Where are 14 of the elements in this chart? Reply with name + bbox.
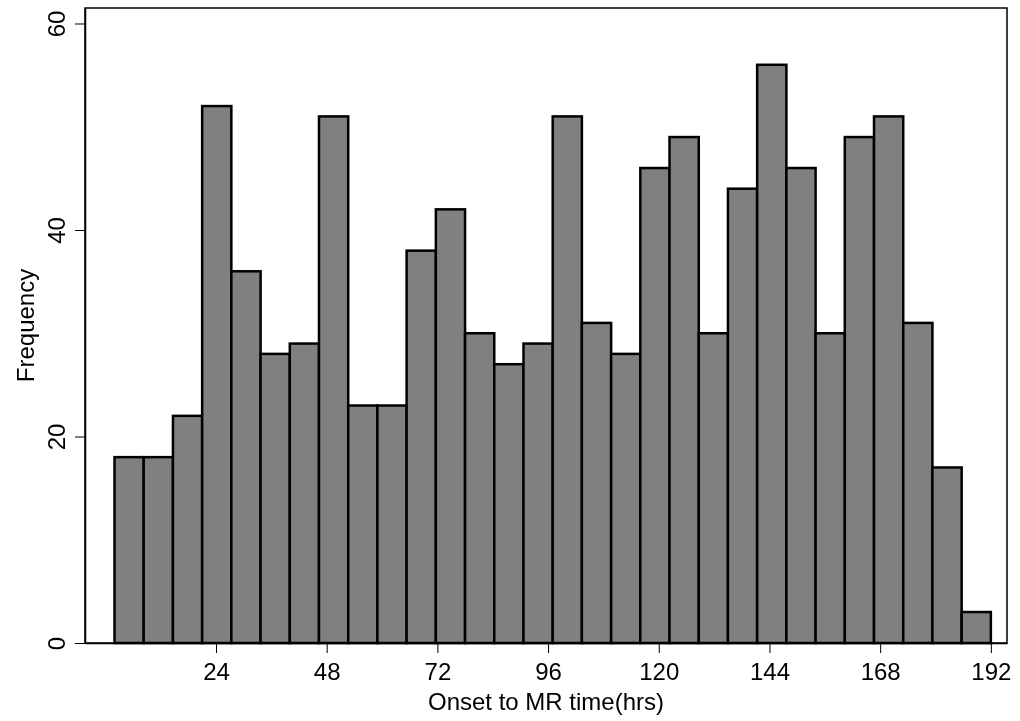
x-tick-label: 72: [424, 658, 452, 685]
x-tick-label: 144: [749, 658, 790, 685]
y-tick-label: 40: [43, 217, 70, 244]
x-tick-label: 192: [971, 658, 1012, 685]
y-axis-title: Frequency: [12, 268, 39, 383]
x-tick-label: 24: [203, 658, 230, 685]
y-tick-label: 0: [43, 636, 70, 651]
x-tick-label: 120: [639, 658, 680, 685]
x-tick-label: 96: [535, 658, 562, 685]
x-axis-title: Onset to MR time(hrs): [427, 688, 665, 715]
x-tick-label: 48: [313, 658, 341, 685]
y-tick-label: 20: [43, 423, 70, 451]
x-tick-label: 168: [860, 658, 901, 685]
y-tick-label: 60: [43, 10, 70, 38]
